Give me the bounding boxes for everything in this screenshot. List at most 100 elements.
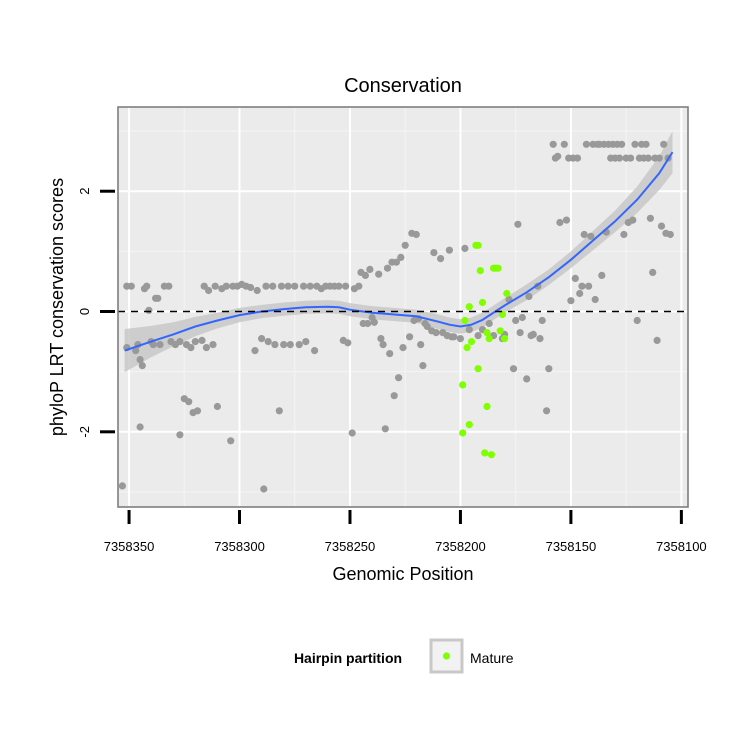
x-tick-label: 7358200 xyxy=(435,539,486,554)
data-point xyxy=(176,338,184,346)
data-point xyxy=(653,336,661,344)
data-point xyxy=(571,274,579,282)
data-point xyxy=(629,216,637,224)
data-point xyxy=(660,140,668,148)
data-point xyxy=(646,214,655,222)
x-tick-label: 7358100 xyxy=(656,539,707,554)
legend: Hairpin partition Mature xyxy=(294,638,514,674)
data-point xyxy=(253,286,261,295)
mature-point xyxy=(487,451,495,459)
data-point xyxy=(573,154,582,162)
data-point xyxy=(401,241,409,249)
x-tick-label: 7358150 xyxy=(546,539,597,554)
data-point xyxy=(377,335,385,343)
data-point xyxy=(258,335,266,343)
data-point xyxy=(342,282,350,290)
data-point xyxy=(149,341,157,349)
x-tick-label: 7358350 xyxy=(104,539,155,554)
data-point xyxy=(348,429,356,437)
data-point xyxy=(145,306,153,314)
data-point xyxy=(300,282,308,290)
data-point xyxy=(445,246,453,254)
mature-point xyxy=(463,344,471,352)
mature-point xyxy=(478,298,487,307)
data-point xyxy=(518,313,526,322)
mature-point xyxy=(485,335,493,343)
data-point xyxy=(631,140,639,148)
data-point xyxy=(138,362,146,370)
mature-point xyxy=(461,316,469,325)
data-point xyxy=(286,341,294,349)
data-point xyxy=(383,264,392,272)
data-point xyxy=(198,336,206,344)
data-point xyxy=(176,431,184,439)
data-point xyxy=(335,282,343,290)
data-point xyxy=(437,255,445,263)
data-point xyxy=(560,140,568,148)
data-point xyxy=(251,347,259,355)
data-point xyxy=(381,425,389,433)
x-axis-label: Genomic Position xyxy=(332,564,473,584)
mature-point xyxy=(496,327,504,335)
data-point xyxy=(222,282,230,290)
data-point xyxy=(247,283,255,292)
data-point xyxy=(545,365,553,373)
data-point xyxy=(649,268,657,276)
data-point xyxy=(291,282,299,290)
data-point xyxy=(395,374,403,382)
data-point xyxy=(450,333,458,341)
data-point xyxy=(536,335,544,343)
data-point xyxy=(269,282,277,290)
mature-point xyxy=(494,264,502,272)
mature-point xyxy=(476,267,484,275)
data-point xyxy=(618,140,626,148)
x-axis: 7358350 7358300 7358250 7358200 7358150 73581… xyxy=(104,510,707,554)
data-point xyxy=(549,140,557,148)
data-point xyxy=(516,329,524,337)
data-point xyxy=(554,152,562,160)
data-point xyxy=(598,271,606,279)
data-point xyxy=(355,282,363,290)
data-point xyxy=(397,253,405,261)
data-point xyxy=(185,398,193,406)
data-point xyxy=(375,270,383,278)
legend-label-mature: Mature xyxy=(470,650,514,666)
data-point xyxy=(211,282,219,290)
data-point xyxy=(419,362,427,370)
data-point xyxy=(587,232,595,240)
data-point xyxy=(277,282,286,290)
mature-point xyxy=(467,338,476,346)
data-point xyxy=(386,350,394,358)
mature-point xyxy=(459,381,467,389)
data-point xyxy=(200,282,208,290)
legend-key-box xyxy=(429,638,464,674)
y-tick-label: -2 xyxy=(77,426,92,438)
data-point xyxy=(523,375,531,383)
data-point xyxy=(465,326,473,334)
data-point xyxy=(366,265,374,273)
data-point xyxy=(136,356,144,364)
mature-point xyxy=(503,289,511,298)
chart-title: Conservation xyxy=(344,75,462,97)
data-point xyxy=(543,407,551,415)
data-point xyxy=(392,258,400,266)
data-point xyxy=(525,292,533,301)
data-point xyxy=(262,282,270,290)
data-point xyxy=(562,216,571,224)
data-point xyxy=(538,316,546,325)
data-point xyxy=(406,333,414,341)
data-point xyxy=(666,230,674,239)
data-point xyxy=(202,344,210,352)
y-axis-label: phyloP LRT conservation scores xyxy=(47,178,67,436)
data-point xyxy=(271,341,279,349)
data-point xyxy=(474,332,482,340)
data-point xyxy=(514,220,522,228)
mature-point xyxy=(501,335,509,343)
mature-point xyxy=(474,241,482,249)
data-point xyxy=(193,407,202,415)
data-point xyxy=(509,365,518,373)
mature-point xyxy=(465,421,473,429)
data-point xyxy=(370,318,378,326)
smooth-line xyxy=(124,151,674,352)
